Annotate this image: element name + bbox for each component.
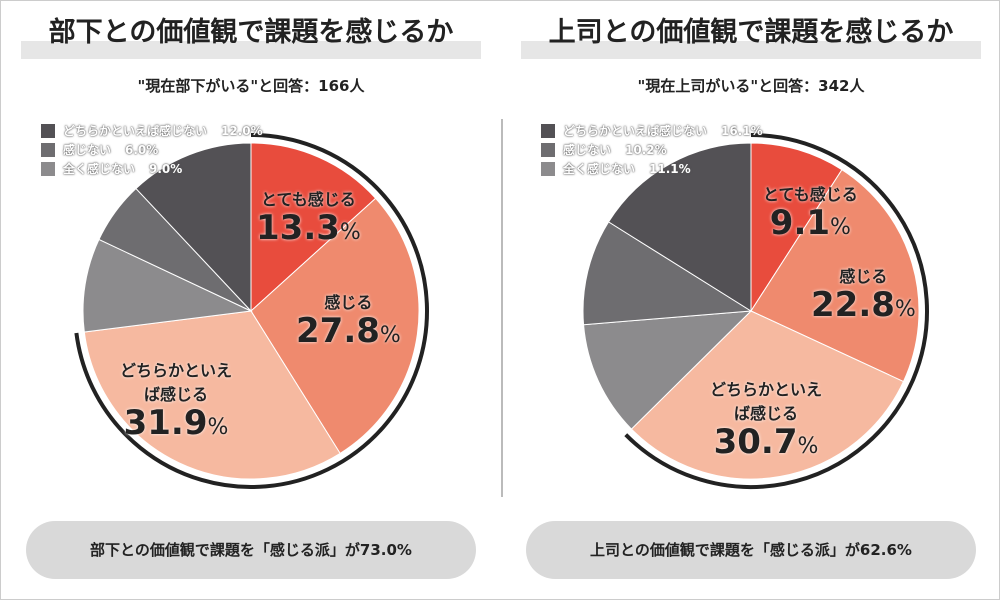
legend-label: 全く感じない <box>63 162 136 176</box>
summary-pill-right: 上司との価値観で課題を「感じる派」が62.6% <box>526 521 976 579</box>
legend-item: 全く感じない 11.1% <box>541 159 763 178</box>
legend-swatch <box>41 142 55 157</box>
pie-slice <box>630 310 905 480</box>
legend-value: 11.1% <box>649 161 691 176</box>
data-label: どちらかといえば感じる 31.9% <box>119 361 232 443</box>
chart-title-left: 部下との価値観で課題を感じるか <box>21 11 481 59</box>
data-label: どちらかといえば感じる 30.7% <box>709 380 822 462</box>
pie-slice <box>583 310 753 430</box>
legend-item: 全く感じない 9.0% <box>41 159 263 178</box>
pie-slice <box>582 221 753 326</box>
pie-slice <box>607 142 752 312</box>
pie-slice <box>82 238 253 333</box>
legend-right: どちらかといえば感じない 16.1% 感じない 10.2% 全く感じない 11.1% <box>541 121 763 178</box>
legend-item: 感じない 6.0% <box>41 140 263 159</box>
pie-slice <box>250 197 420 455</box>
legend-label: どちらかといえば感じない <box>563 124 708 138</box>
highlight-arc <box>624 133 929 489</box>
pie-slice <box>750 142 843 313</box>
legend-value: 9.0% <box>149 161 183 176</box>
legend-swatch <box>41 123 55 138</box>
data-label: 感じる 22.8% <box>811 267 916 325</box>
legend-left: どちらかといえば感じない 12.0% 感じない 6.0% 全く感じない 9.0% <box>41 121 263 178</box>
pie-slice <box>250 142 377 313</box>
legend-item: どちらかといえば感じない 12.0% <box>41 121 263 140</box>
legend-item: どちらかといえば感じない 16.1% <box>541 121 763 140</box>
legend-swatch <box>541 161 555 176</box>
legend-value: 6.0% <box>125 142 159 157</box>
legend-value: 12.0% <box>221 123 263 138</box>
legend-swatch <box>541 123 555 138</box>
legend-value: 10.2% <box>625 142 667 157</box>
pie-slice <box>83 310 341 480</box>
legend-item: 感じない 10.2% <box>541 140 763 159</box>
legend-label: どちらかといえば感じない <box>63 124 208 138</box>
legend-swatch <box>541 142 555 157</box>
chart-title-right: 上司との価値観で課題を感じるか <box>521 11 981 59</box>
legend-label: 全く感じない <box>563 162 636 176</box>
data-label: とても感じる 13.3% <box>256 190 361 248</box>
legend-value: 16.1% <box>721 123 763 138</box>
chart-subtitle-right: "現在上司がいる"と回答：342人 <box>637 77 865 95</box>
chart-subtitle-left: "現在部下がいる"と回答：166人 <box>137 77 365 95</box>
legend-label: 感じない <box>63 143 112 157</box>
highlight-arc <box>74 133 429 489</box>
data-label: 感じる 27.8% <box>296 293 401 351</box>
legend-label: 感じない <box>563 143 612 157</box>
legend-swatch <box>41 161 55 176</box>
divider <box>501 119 503 497</box>
data-label: とても感じる 9.1% <box>763 185 858 243</box>
pie-slice <box>750 169 920 383</box>
summary-pill-left: 部下との価値観で課題を「感じる派」が73.0% <box>26 521 476 579</box>
pie-slice <box>135 142 252 313</box>
